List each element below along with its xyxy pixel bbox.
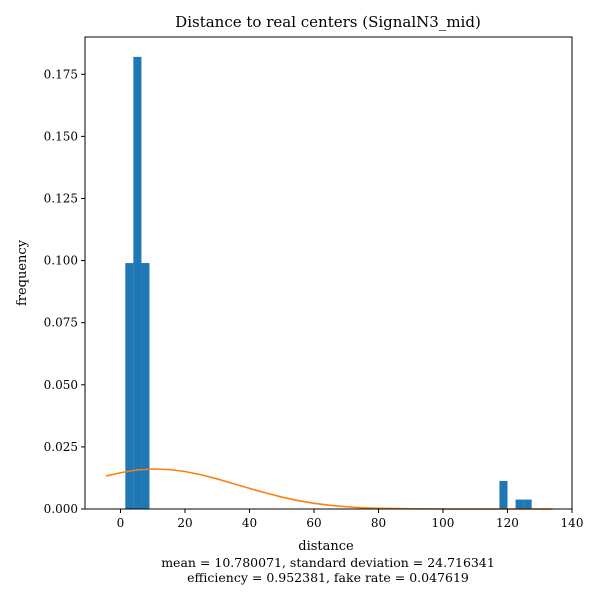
- plot-frame: [84, 36, 573, 510]
- histogram-bar-4: [515, 499, 524, 509]
- x-tick-label: 20: [177, 516, 192, 530]
- x-tick-label: 100: [432, 516, 455, 530]
- x-axis-label: distance: [298, 539, 354, 554]
- y-tick-label: 0.025: [44, 440, 78, 454]
- stats-line-efficiency: efficiency = 0.952381, fake rate = 0.047…: [187, 570, 469, 585]
- y-axis-label: frequency: [15, 239, 30, 306]
- x-tick-label: 120: [496, 516, 519, 530]
- x-axis-ticks: 0 20 40 60 80 100 120 140: [117, 509, 584, 530]
- chart-title: Distance to real centers (SignalN3_mid): [175, 13, 481, 31]
- y-tick-label: 0.125: [44, 191, 78, 205]
- histogram-bar-2: [141, 263, 150, 509]
- x-tick-label: 40: [242, 516, 257, 530]
- histogram-bars: [125, 56, 532, 509]
- histogram-bar-3: [499, 480, 508, 509]
- x-tick-label: 80: [371, 516, 386, 530]
- stats-line-mean-std: mean = 10.780071, standard deviation = 2…: [161, 555, 495, 570]
- y-axis-ticks: 0.000 0.025 0.050 0.075 0.100 0.125 0.150 0.175: [44, 67, 85, 516]
- histogram-bar-1: [133, 56, 142, 509]
- y-tick-label: 0.175: [44, 67, 78, 81]
- histogram-bar-5: [523, 499, 532, 509]
- y-tick-label: 0.000: [44, 502, 78, 516]
- histogram-bar-0: [125, 263, 134, 509]
- density-curve-0: [105, 468, 553, 510]
- x-tick-label: 60: [306, 516, 321, 530]
- y-tick-label: 0.100: [44, 254, 78, 268]
- x-tick-label: 140: [561, 516, 584, 530]
- y-tick-label: 0.050: [44, 378, 78, 392]
- x-tick-label: 0: [117, 516, 125, 530]
- y-tick-label: 0.150: [44, 129, 78, 143]
- density-curve-layer: [105, 468, 553, 510]
- y-tick-label: 0.075: [44, 316, 78, 330]
